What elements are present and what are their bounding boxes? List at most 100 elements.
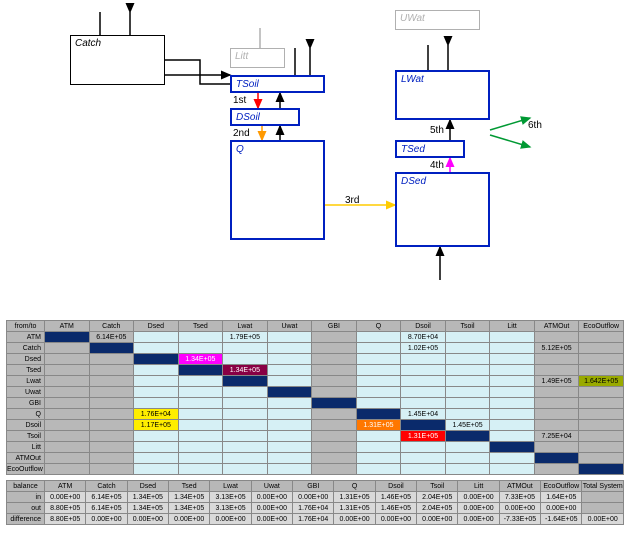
matrix-cell-Catch-ATM <box>45 343 90 354</box>
matrix-cell-Lwat-Dsed <box>134 376 179 387</box>
matrix-cell-ATM-Dsed <box>134 332 179 343</box>
matrix-col-ATM: ATM <box>45 321 90 332</box>
matrix-cell-Dsed-Q <box>356 354 401 365</box>
matrix-cell-Litt-EcoOutflow <box>579 442 624 453</box>
matrix-cell-Tsoil-GBI <box>312 431 357 442</box>
matrix-cell-Litt-ATMOut <box>534 442 579 453</box>
balance-col-Tsoil: Tsoil <box>417 481 458 492</box>
matrix-cell-Tsed-GBI <box>312 365 357 376</box>
box-label-catch: Catch <box>75 38 101 49</box>
matrix-cell-ATM-EcoOutflow <box>579 332 624 343</box>
matrix-cell-Lwat-ATMOut: 1.49E+05 <box>534 376 579 387</box>
balance-cell-out-Uwat: 0.00E+00 <box>251 503 292 514</box>
matrix-cell-Uwat-Dsoil <box>401 387 446 398</box>
arrow-16 <box>490 135 530 147</box>
matrix-cell-GBI-ATMOut <box>534 398 579 409</box>
matrix-row-Dsed: Dsed <box>7 354 45 365</box>
balance-cell-out-EcoOutflow: 0.00E+00 <box>541 503 582 514</box>
matrix-cell-ATM-Catch: 6.14E+05 <box>89 332 134 343</box>
matrix-cell-GBI-Dsoil <box>401 398 446 409</box>
matrix-cell-ATM-Dsoil: 8.70E+04 <box>401 332 446 343</box>
balance-col-EcoOutflow: EcoOutflow <box>541 481 582 492</box>
matrix-cell-Q-Dsoil: 1.45E+04 <box>401 409 446 420</box>
matrix-cell-Litt-Tsed <box>178 442 223 453</box>
matrix-cell-Lwat-GBI <box>312 376 357 387</box>
balance-col-GBI: GBI <box>293 481 334 492</box>
matrix-cell-Lwat-Lwat <box>223 376 268 387</box>
flow-label-4: 5th <box>430 125 444 136</box>
matrix-row-Catch: Catch <box>7 343 45 354</box>
balance-cell-difference-Lwat: 0.00E+00 <box>210 514 251 525</box>
matrix-cell-Dsoil-Litt <box>490 420 535 431</box>
box-label-tsed: TSed <box>401 144 425 155</box>
matrix-cell-Catch-Lwat <box>223 343 268 354</box>
balance-cell-difference-ATMOut: -7.33E+05 <box>499 514 540 525</box>
matrix-col-Lwat: Lwat <box>223 321 268 332</box>
matrix-cell-Tsed-Lwat: 1.34E+05 <box>223 365 268 376</box>
balance-col-Uwat: Uwat <box>251 481 292 492</box>
matrix-row-Litt: Litt <box>7 442 45 453</box>
matrix-cell-Uwat-Tsed <box>178 387 223 398</box>
matrix-cell-Dsoil-GBI <box>312 420 357 431</box>
matrix-cell-Q-Dsed: 1.76E+04 <box>134 409 179 420</box>
matrix-cell-Tsoil-ATM <box>45 431 90 442</box>
matrix-cell-Q-Q <box>356 409 401 420</box>
matrix-cell-Litt-Dsed <box>134 442 179 453</box>
matrix-cell-ATMOut-EcoOutflow <box>579 453 624 464</box>
balance-corner: balance <box>7 481 45 492</box>
balance-cell-difference-Catch: 0.00E+00 <box>86 514 127 525</box>
matrix-col-Uwat: Uwat <box>267 321 312 332</box>
balance-cell-difference-Uwat: 0.00E+00 <box>251 514 292 525</box>
flow-label-3: 4th <box>430 160 444 171</box>
matrix-cell-ATM-Uwat <box>267 332 312 343</box>
matrix-cell-Uwat-GBI <box>312 387 357 398</box>
matrix-row-Uwat: Uwat <box>7 387 45 398</box>
matrix-row-Lwat: Lwat <box>7 376 45 387</box>
matrix-cell-Lwat-EcoOutflow: 1.642E+05 <box>579 376 624 387</box>
flow-label-2: 3rd <box>345 195 359 206</box>
matrix-cell-Catch-Tsed <box>178 343 223 354</box>
box-label-tsoil: TSoil <box>236 79 259 90</box>
balance-row-difference: difference <box>7 514 45 525</box>
balance-cell-in-Tsed: 1.34E+05 <box>169 492 210 503</box>
balance-row-in: in <box>7 492 45 503</box>
matrix-cell-Dsed-Tsoil <box>445 354 490 365</box>
matrix-row-Q: Q <box>7 409 45 420</box>
flow-label-1: 2nd <box>233 128 250 139</box>
matrix-cell-ATMOut-ATMOut <box>534 453 579 464</box>
matrix-cell-GBI-Catch <box>89 398 134 409</box>
matrix-cell-GBI-GBI <box>312 398 357 409</box>
matrix-cell-EcoOutflow-GBI <box>312 464 357 475</box>
matrix-cell-ATM-Litt <box>490 332 535 343</box>
matrix-cell-EcoOutflow-Tsed <box>178 464 223 475</box>
matrix-cell-Tsoil-Q <box>356 431 401 442</box>
matrix-cell-GBI-Litt <box>490 398 535 409</box>
compartment-diagram: CatchLittTSoilDSoilQUWatLWatTSedDSed 1st… <box>0 0 630 305</box>
matrix-cell-EcoOutflow-EcoOutflow <box>579 464 624 475</box>
matrix-cell-Litt-Litt <box>490 442 535 453</box>
matrix-cell-Tsed-ATMOut <box>534 365 579 376</box>
matrix-cell-ATMOut-Tsed <box>178 453 223 464</box>
matrix-col-EcoOutflow: EcoOutflow <box>579 321 624 332</box>
matrix-row-ATMOut: ATMOut <box>7 453 45 464</box>
matrix-cell-EcoOutflow-Q <box>356 464 401 475</box>
matrix-cell-Catch-Dsed <box>134 343 179 354</box>
matrix-cell-Q-Lwat <box>223 409 268 420</box>
matrix-cell-Dsoil-Tsed <box>178 420 223 431</box>
matrix-cell-ATM-Lwat: 1.79E+05 <box>223 332 268 343</box>
matrix-cell-Lwat-Tsed <box>178 376 223 387</box>
balance-cell-difference-Dsoil: 0.00E+00 <box>375 514 416 525</box>
matrix-cell-Uwat-Litt <box>490 387 535 398</box>
matrix-cell-Dsoil-EcoOutflow <box>579 420 624 431</box>
matrix-cell-Uwat-Lwat <box>223 387 268 398</box>
matrix-cell-Catch-Tsoil <box>445 343 490 354</box>
balance-col-Total System: Total System <box>582 481 624 492</box>
balance-col-Q: Q <box>334 481 375 492</box>
matrix-cell-Tsoil-Dsoil: 1.31E+05 <box>401 431 446 442</box>
matrix-cell-Dsoil-Catch <box>89 420 134 431</box>
matrix-col-Q: Q <box>356 321 401 332</box>
balance-cell-out-Litt: 0.00E+00 <box>458 503 499 514</box>
matrix-cell-ATM-GBI <box>312 332 357 343</box>
matrix-cell-Q-Tsed <box>178 409 223 420</box>
box-uwat: UWat <box>395 10 480 30</box>
